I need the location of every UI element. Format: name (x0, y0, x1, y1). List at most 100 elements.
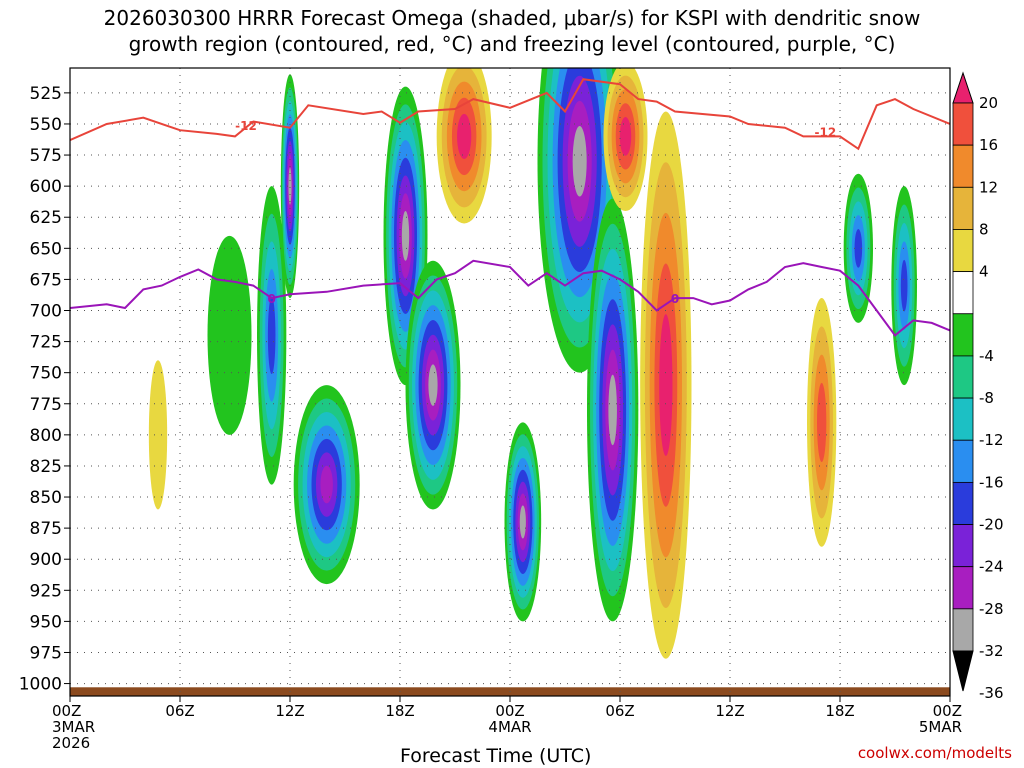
colorbar-band (952, 186, 974, 230)
omega-band (900, 259, 908, 312)
omega-cell-14 (148, 360, 168, 510)
x-tick-label: 00Z (495, 702, 524, 720)
contour-label: 0 (671, 292, 679, 306)
colorbar-band (952, 608, 974, 652)
omega-band (267, 296, 276, 375)
contour-label: -12 (814, 125, 836, 139)
colorbar-band (952, 566, 974, 610)
colorbar-band (952, 397, 974, 441)
omega-band (519, 505, 526, 539)
omega-cell-12 (843, 173, 873, 323)
omega-band (428, 364, 438, 406)
y-tick-label: 950 (30, 612, 62, 632)
y-tick-label: 1000 (19, 675, 62, 695)
contour-label: -12 (235, 119, 257, 133)
omega-cell-6 (504, 422, 542, 622)
colorbar-band (952, 313, 974, 357)
x-date-label: 4MAR (488, 718, 531, 736)
y-tick-label: 650 (30, 239, 62, 259)
omega-cell-8 (587, 198, 639, 622)
y-tick-label: 600 (30, 177, 62, 197)
x-tick-label: 00Z (52, 702, 81, 720)
x-tick-label: 06Z (165, 702, 194, 720)
y-tick-label: 525 (30, 84, 62, 104)
y-tick-label: 925 (30, 581, 62, 601)
colorbar-label: -36 (979, 684, 1004, 702)
colorbar-label: -28 (979, 600, 1004, 618)
colorbar-label: -8 (979, 389, 994, 407)
omega-band (288, 167, 292, 205)
omega-band (457, 113, 472, 159)
y-tick-label: 800 (30, 426, 62, 446)
omega-cell-5 (436, 68, 492, 224)
y-tick-label: 725 (30, 333, 62, 353)
colorbar-label: -24 (979, 558, 1004, 576)
omega-band (320, 465, 333, 504)
omega-shading (148, 68, 918, 659)
colorbar-band (952, 102, 974, 146)
x-tick-label: 12Z (275, 702, 304, 720)
y-tick-label: 775 (30, 395, 62, 415)
x-tick-label: 18Z (825, 702, 854, 720)
y-tick-label: 675 (30, 270, 62, 290)
colorbar-label: -20 (979, 516, 1004, 534)
omega-cell-4 (405, 260, 461, 510)
y-tick-label: 850 (30, 488, 62, 508)
colorbar-band (952, 271, 974, 315)
omega-cell-9 (603, 68, 648, 211)
omega-band (401, 211, 410, 261)
x-tick-label: 00Z (933, 702, 962, 720)
colorbar-band (952, 144, 974, 188)
colorbar-label: 20 (979, 94, 998, 112)
x-date-label: 5MAR (919, 718, 962, 736)
y-tick-label: 575 (30, 146, 62, 166)
contour-line-1 (70, 259, 950, 337)
temperature-contours: -12 -12 0 0 (70, 78, 950, 337)
colorbar-band (952, 229, 974, 273)
y-tick-label: 750 (30, 364, 62, 384)
omega-band (148, 360, 168, 510)
colorbar-bottom-arrow (952, 650, 974, 692)
colorbar-label: -12 (979, 431, 1004, 449)
y-tick-label: 700 (30, 301, 62, 321)
colorbar-band (952, 355, 974, 399)
omega-cell-10 (640, 111, 692, 659)
omega-cell-1 (257, 186, 287, 485)
chart-title-line2: growth region (contoured, red, °C) and f… (128, 32, 896, 56)
omega-cell-2 (293, 385, 360, 585)
y-tick-label: 875 (30, 519, 62, 539)
y-tick-label: 900 (30, 550, 62, 570)
colorbar-label: -16 (979, 473, 1004, 491)
colorbar-band (952, 481, 974, 525)
y-tick-label: 550 (30, 115, 62, 135)
pressure-axis: 525 550 575 600 625 650 675 700 725 750 775 800 825 8… (19, 84, 70, 695)
colorbar-label: 12 (979, 178, 998, 196)
x-date-label: 3MAR (52, 718, 95, 736)
x-year-label: 2026 (52, 734, 90, 752)
contour-label: 0 (267, 292, 275, 306)
chart-title-line1: 2026030300 HRRR Forecast Omega (shaded, … (103, 6, 921, 30)
omega-band (619, 117, 632, 156)
y-tick-label: 825 (30, 457, 62, 477)
colorbar-label: 16 (979, 136, 998, 154)
y-tick-label: 975 (30, 643, 62, 663)
colorbar-band (952, 524, 974, 568)
omega-band (572, 126, 587, 197)
x-tick-label: 18Z (385, 702, 414, 720)
colorbar: 20 16 12 8 4 -4 -8 -12 -16 -20 -24 -28 -32 -36 (952, 71, 1004, 702)
colorbar-label: -4 (979, 347, 994, 365)
omega-band (817, 382, 827, 462)
colorbar-band (952, 439, 974, 483)
omega-band (207, 235, 252, 435)
omega-band (608, 374, 617, 446)
colorbar-label: -32 (979, 642, 1004, 660)
x-tick-label: 12Z (715, 702, 744, 720)
omega-band (659, 314, 673, 457)
x-tick-label: 06Z (605, 702, 634, 720)
y-tick-label: 625 (30, 208, 62, 228)
omega-cell-15 (207, 235, 252, 435)
credit-text: coolwx.com/modelts (857, 744, 1012, 762)
contour-line-0 (70, 78, 950, 151)
